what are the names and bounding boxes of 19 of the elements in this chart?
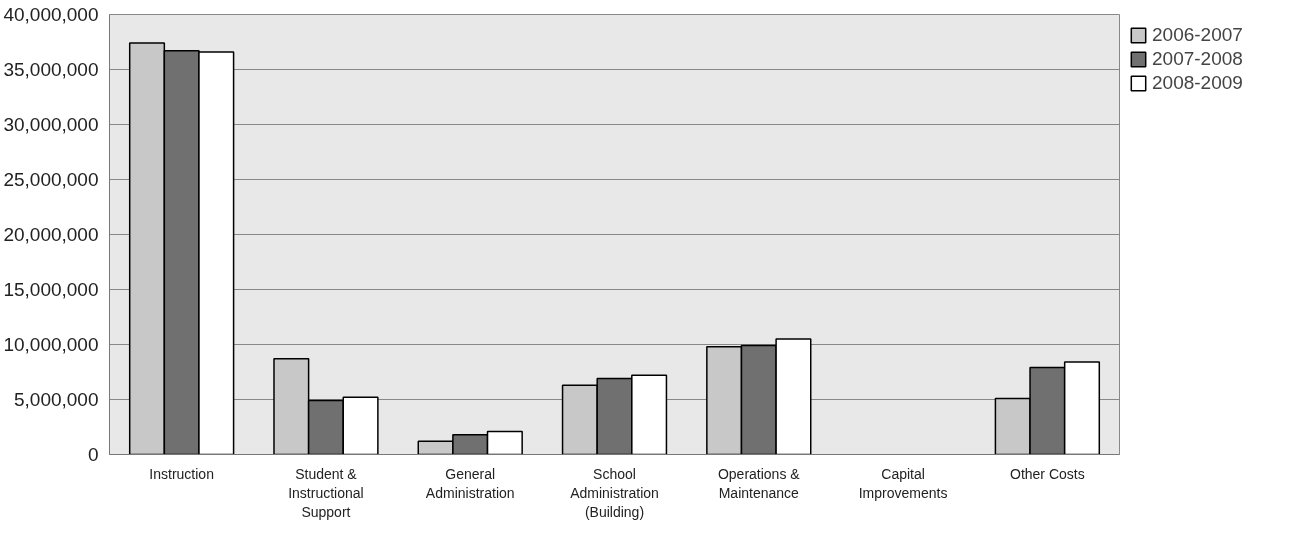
y-tick-label: 0 <box>87 444 99 465</box>
x-tick-label: Other Costs <box>1010 465 1085 482</box>
y-tick-label: 5,000,000 <box>13 389 99 410</box>
legend-label: 2006-2007 <box>1152 24 1243 46</box>
x-tick-label: School Administration (Building) <box>570 465 659 520</box>
y-tick-label: 35,000,000 <box>3 59 99 80</box>
x-tick-label: Instruction <box>149 465 214 482</box>
y-tick-label: 30,000,000 <box>3 114 99 135</box>
x-tick-label: Student & Instructional Support <box>288 465 364 520</box>
legend-label: 2007-2008 <box>1152 48 1243 70</box>
y-tick-label: 15,000,000 <box>3 279 99 300</box>
y-tick-label: 25,000,000 <box>3 169 99 190</box>
legend-label: 2008-2009 <box>1152 72 1243 94</box>
x-tick-label: General Administration <box>425 465 515 501</box>
y-tick-label: 20,000,000 <box>3 224 99 245</box>
y-tick-label: 10,000,000 <box>3 334 99 355</box>
x-tick-label: Capital Improvements <box>858 465 948 501</box>
y-tick-label: 40,000,000 <box>3 4 99 25</box>
x-tick-label: Operations & Maintenance <box>717 465 801 501</box>
